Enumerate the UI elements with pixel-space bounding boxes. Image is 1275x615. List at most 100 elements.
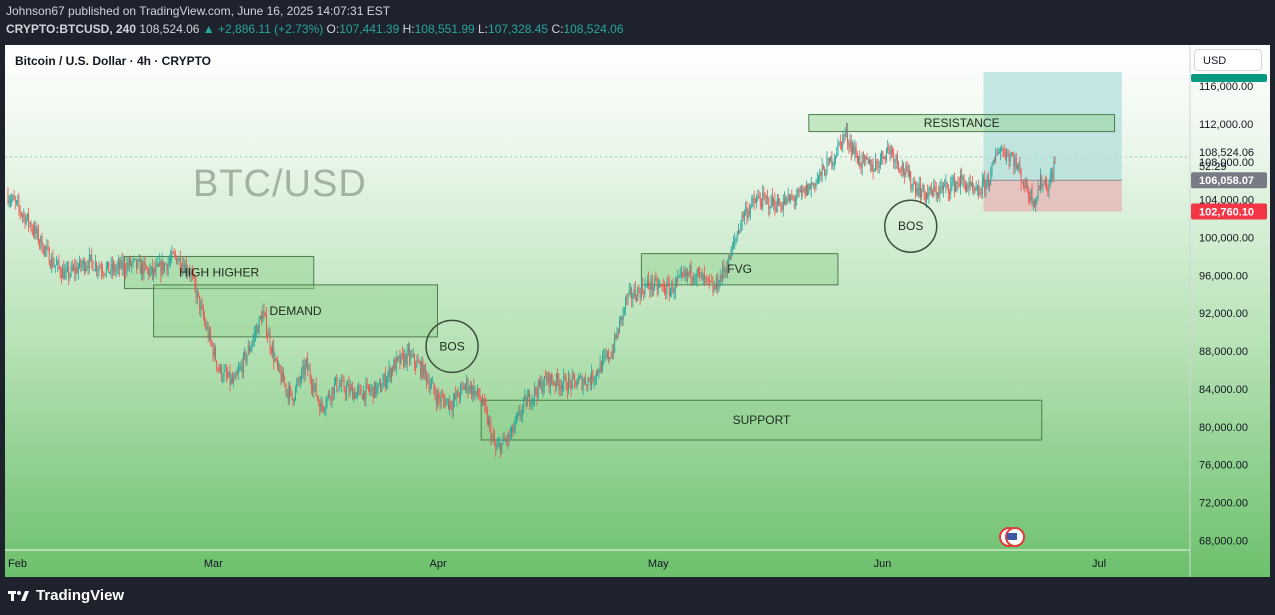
candle-body	[50, 264, 51, 268]
candle-body	[62, 268, 64, 278]
candle-body	[837, 143, 839, 155]
candle-body	[291, 390, 293, 399]
bos-circle-2[interactable]	[883, 199, 938, 253]
candle-body	[598, 373, 600, 375]
candle-body	[347, 383, 349, 387]
candle-body	[911, 186, 913, 188]
candle-body	[182, 265, 184, 270]
candle-body	[759, 198, 761, 204]
candle-body	[717, 277, 719, 289]
candle-body	[500, 443, 502, 454]
candle-body	[329, 392, 330, 398]
candle-body	[131, 262, 133, 266]
candle-body	[513, 427, 515, 433]
candle-body	[694, 279, 696, 281]
currency-button[interactable]: USD	[1194, 49, 1262, 71]
candle-body	[684, 270, 686, 276]
candle-body	[9, 200, 11, 202]
stop-zone[interactable]	[983, 180, 1122, 212]
entry-price-tag	[1191, 172, 1267, 189]
candle-body	[645, 284, 647, 286]
candle-body	[655, 278, 657, 280]
candle-body	[525, 395, 527, 407]
candle-body	[160, 261, 162, 275]
candle-body	[70, 266, 72, 275]
candle-body	[589, 380, 591, 385]
tradingview-brand[interactable]: TradingView	[8, 587, 124, 604]
candle-body	[1006, 153, 1008, 160]
zone-resistance[interactable]	[808, 114, 1116, 133]
bos-circle-1[interactable]	[425, 319, 479, 374]
candle-body	[33, 230, 34, 234]
candle-body	[1013, 156, 1015, 167]
candle-body	[491, 435, 493, 441]
candle-body	[1003, 150, 1005, 156]
candle-body	[996, 154, 998, 156]
candle-body	[981, 179, 983, 195]
candle-body	[253, 333, 255, 339]
candle-body	[122, 262, 124, 270]
candle-body	[338, 385, 340, 391]
candle-body	[299, 380, 301, 382]
candle-body	[304, 364, 306, 375]
candle-body	[528, 393, 529, 398]
candle-body	[315, 383, 317, 396]
candle-body	[1026, 179, 1028, 192]
zone-fvg[interactable]	[640, 253, 839, 286]
candle-body	[813, 183, 815, 185]
candle-body	[730, 248, 732, 261]
candle-body	[864, 155, 866, 160]
candle-body	[222, 378, 224, 380]
candle-body	[494, 436, 495, 445]
candle-body	[47, 246, 49, 249]
zone-support[interactable]	[480, 399, 1043, 441]
candle-body	[250, 347, 252, 352]
candle-body	[603, 356, 605, 358]
candle-body	[873, 170, 875, 172]
candle-body	[416, 360, 418, 368]
candle-body	[262, 311, 264, 323]
candle-body	[414, 354, 415, 364]
candle-body	[284, 382, 286, 384]
candle-body	[778, 198, 779, 206]
candle-body	[761, 203, 762, 208]
candle-body	[963, 177, 965, 184]
candle-body	[355, 392, 357, 399]
candle-body	[978, 186, 980, 194]
candle-body	[179, 257, 181, 270]
candle-body	[944, 184, 946, 187]
candle-body	[621, 316, 623, 320]
candle-body	[51, 257, 53, 268]
candle-body	[471, 384, 472, 395]
candle-body	[900, 170, 902, 172]
candle-body	[7, 194, 9, 204]
candle-body	[667, 282, 669, 284]
candle-body	[708, 277, 710, 282]
candle-body	[93, 270, 95, 272]
candle-body	[957, 182, 959, 185]
candle-body	[486, 410, 488, 425]
candle-body	[115, 268, 117, 272]
high-label: H:	[402, 22, 415, 36]
candle-body	[961, 175, 963, 179]
publish-line: Johnson67 published on TradingView.com, …	[6, 4, 391, 18]
candle-body	[85, 267, 87, 272]
candle-body	[871, 164, 873, 171]
candle-body	[877, 163, 879, 168]
candle-body	[967, 187, 969, 189]
candle-body	[690, 265, 692, 279]
candle-body	[151, 265, 153, 275]
chart-panel[interactable]: Bitcoin / U.S. Dollar · 4h · CRYPTO BTC/U…	[5, 45, 1270, 577]
candle-body	[103, 273, 105, 275]
candle-body	[975, 188, 977, 191]
stop-price-tag	[1191, 203, 1267, 220]
price-chart[interactable]: Bitcoin / U.S. Dollar · 4h · CRYPTO BTC/U…	[5, 45, 1270, 577]
candle-body	[677, 277, 679, 282]
candle-body	[64, 271, 66, 280]
candle-body	[746, 208, 748, 218]
candle-body	[502, 437, 504, 443]
candle-body	[92, 261, 94, 271]
candle-body	[835, 156, 836, 158]
candle-body	[164, 264, 165, 271]
candle-body	[141, 263, 142, 274]
